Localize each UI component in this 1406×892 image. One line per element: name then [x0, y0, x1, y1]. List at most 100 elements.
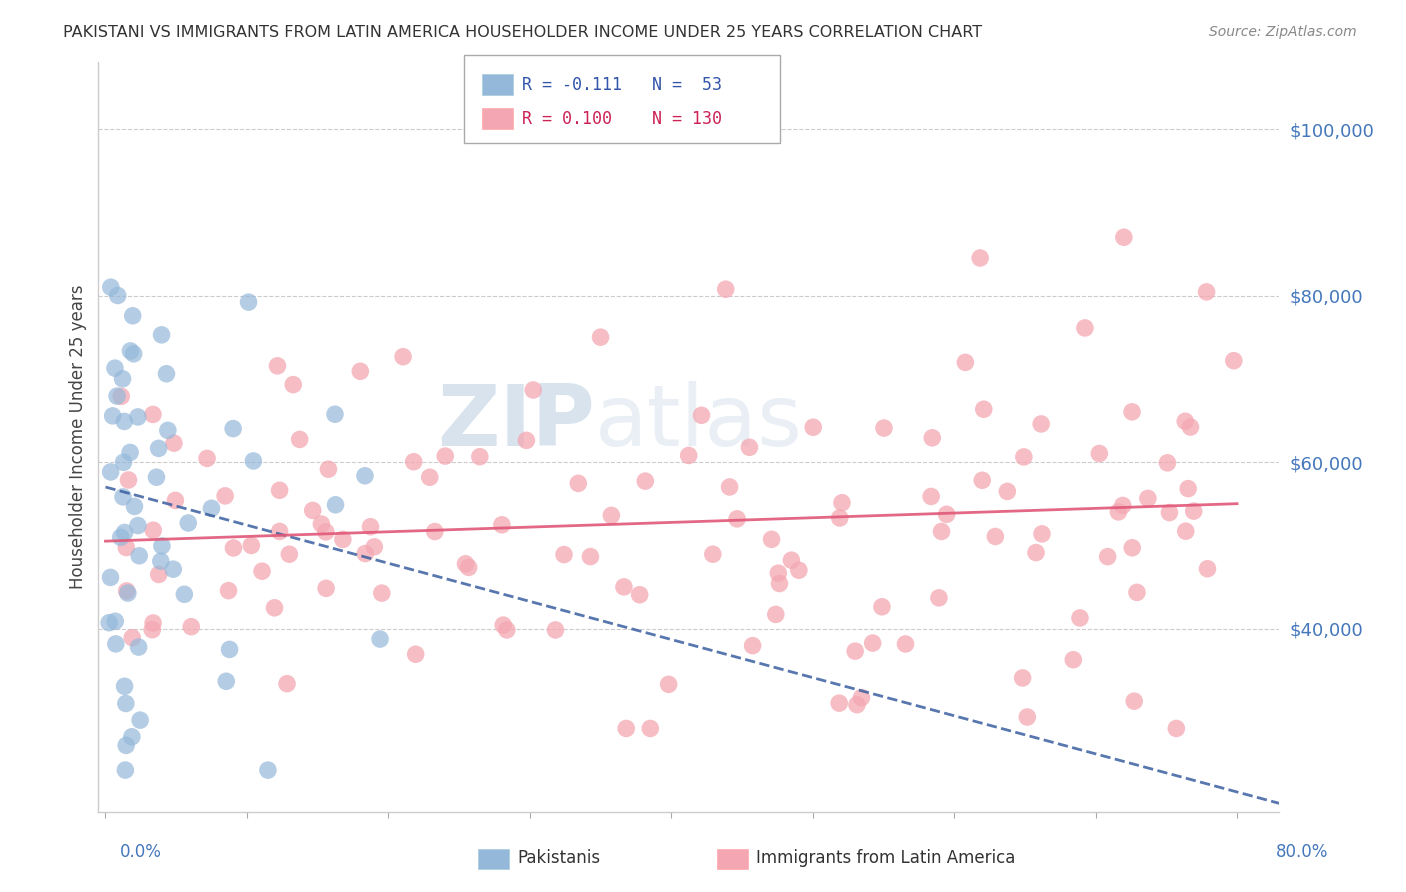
Point: [332, 533, 354, 547]
Point: [1031, 527, 1053, 541]
Point: [283, 377, 305, 392]
Point: [104, 361, 127, 376]
Point: [263, 600, 285, 615]
Point: [1025, 545, 1047, 559]
Point: [325, 498, 347, 512]
Point: [115, 583, 138, 598]
Point: [851, 690, 873, 705]
Text: Pakistanis: Pakistanis: [517, 849, 600, 867]
Point: [972, 473, 994, 487]
Point: [145, 470, 167, 484]
Point: [214, 489, 236, 503]
Point: [553, 548, 575, 562]
Point: [725, 512, 748, 526]
Point: [156, 423, 179, 437]
Point: [128, 549, 150, 563]
Point: [628, 588, 651, 602]
Point: [522, 383, 544, 397]
Point: [110, 389, 132, 403]
Point: [111, 372, 134, 386]
Point: [371, 586, 394, 600]
Point: [718, 480, 741, 494]
Point: [920, 490, 942, 504]
Point: [323, 407, 346, 421]
Point: [1097, 549, 1119, 564]
Point: [434, 449, 457, 463]
Point: [457, 560, 479, 574]
Point: [222, 541, 245, 555]
Point: [240, 538, 263, 552]
Point: [1182, 504, 1205, 518]
Point: [1136, 491, 1159, 506]
Point: [165, 493, 187, 508]
Point: [614, 722, 637, 736]
Point: [1177, 482, 1199, 496]
Point: [402, 455, 425, 469]
Point: [714, 282, 737, 296]
Point: [148, 567, 170, 582]
Point: [100, 465, 122, 479]
Point: [658, 677, 681, 691]
Text: ZIP: ZIP: [437, 381, 595, 464]
Point: [1017, 710, 1039, 724]
Point: [423, 524, 446, 539]
Point: [1123, 694, 1146, 708]
Point: [419, 470, 441, 484]
Point: [242, 454, 264, 468]
Point: [634, 474, 657, 488]
Point: [1011, 671, 1033, 685]
Point: [1121, 405, 1143, 419]
Point: [124, 500, 146, 514]
Point: [921, 431, 943, 445]
Point: [1223, 353, 1246, 368]
Point: [104, 614, 127, 628]
Point: [468, 450, 491, 464]
Point: [107, 288, 129, 302]
Point: [266, 359, 288, 373]
Point: [515, 434, 537, 448]
Point: [1069, 611, 1091, 625]
Point: [148, 442, 170, 456]
Point: [1112, 499, 1135, 513]
Point: [163, 436, 186, 450]
Point: [780, 553, 803, 567]
Point: [1195, 285, 1218, 299]
Point: [115, 697, 138, 711]
Point: [1074, 321, 1097, 335]
Point: [117, 473, 139, 487]
Point: [1126, 585, 1149, 599]
Text: R = -0.111   N =  53: R = -0.111 N = 53: [522, 76, 721, 94]
Point: [405, 647, 427, 661]
Point: [128, 640, 150, 654]
Point: [104, 637, 127, 651]
Point: [589, 330, 612, 344]
Point: [120, 445, 142, 459]
Point: [973, 402, 995, 417]
Point: [738, 440, 761, 454]
Point: [1112, 230, 1135, 244]
Point: [162, 562, 184, 576]
Point: [1031, 417, 1053, 431]
Point: [218, 583, 240, 598]
Point: [318, 462, 340, 476]
Point: [115, 541, 138, 555]
Point: [363, 540, 385, 554]
Point: [768, 576, 790, 591]
Point: [127, 518, 149, 533]
Point: [491, 517, 513, 532]
Point: [955, 355, 977, 369]
Point: [492, 618, 515, 632]
Point: [173, 587, 195, 601]
Point: [995, 484, 1018, 499]
Point: [215, 674, 238, 689]
Point: [567, 476, 589, 491]
Point: [1180, 420, 1202, 434]
Point: [1156, 456, 1178, 470]
Point: [112, 455, 135, 469]
Point: [392, 350, 415, 364]
Point: [454, 557, 477, 571]
Point: [121, 309, 143, 323]
Point: [250, 564, 273, 578]
Text: 80.0%: 80.0%: [1277, 843, 1329, 861]
Text: Source: ZipAtlas.com: Source: ZipAtlas.com: [1209, 25, 1357, 39]
